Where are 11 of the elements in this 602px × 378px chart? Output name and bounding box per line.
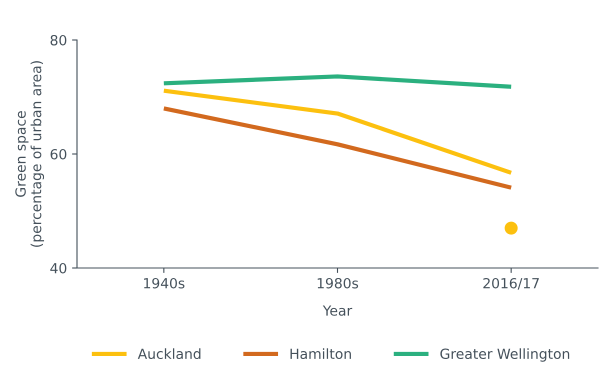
legend-label: Hamilton xyxy=(290,348,351,360)
x-tick-label: 1980s xyxy=(318,278,358,288)
y-tick-label: 80 xyxy=(50,34,66,46)
legend-label: Greater Wellington xyxy=(440,348,570,362)
legend-label: Auckland xyxy=(138,348,200,360)
y-tick-label: 40 xyxy=(50,262,66,274)
y-axis-title: Green space (percentage of urban area) xyxy=(15,61,44,247)
x-tick-label: 2016/17 xyxy=(483,278,539,290)
x-tick-label: 1940s xyxy=(144,278,184,288)
y-tick-label: 60 xyxy=(50,148,66,160)
x-axis-title: Year xyxy=(322,305,352,316)
